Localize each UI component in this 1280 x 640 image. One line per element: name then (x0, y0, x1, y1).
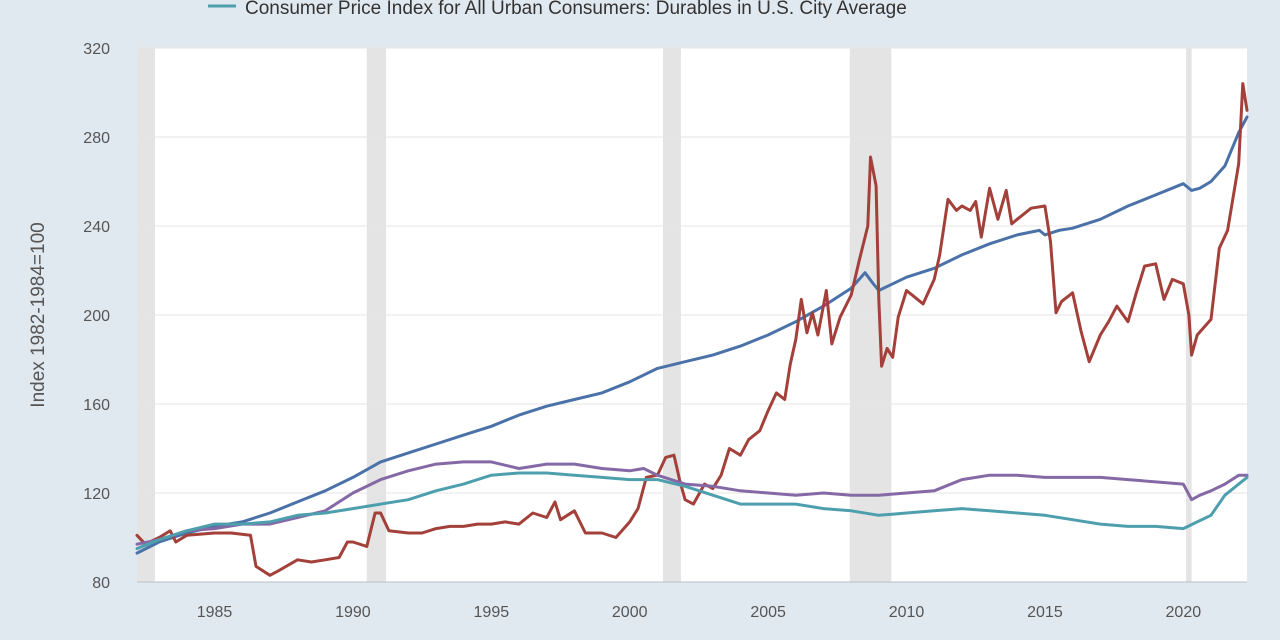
series-line-3[interactable] (135, 471, 1249, 551)
y-tick-label-80: 80 (92, 575, 110, 592)
legend[interactable]: Consumer Price Index for All Urban Consu… (208, 0, 907, 19)
gridlines (137, 47, 1247, 494)
x-tick-label-2015: 2015 (1027, 604, 1063, 621)
series-lines (135, 82, 1249, 577)
x-tick-label-2005: 2005 (750, 604, 786, 621)
x-tick-label-1985: 1985 (197, 604, 233, 621)
series-line-0[interactable] (135, 115, 1249, 555)
y-tick-labels: 80 120 160 200 240 280 320 (83, 41, 110, 592)
series-line-2[interactable] (135, 460, 1249, 546)
y-tick-label-200: 200 (83, 308, 110, 325)
y-tick-label-120: 120 (83, 486, 110, 503)
y-tick-label-280: 280 (83, 130, 110, 147)
x-tick-labels: 1985 1990 1995 2000 2005 2010 2015 2020 (197, 604, 1202, 621)
y-tick-label-160: 160 (83, 397, 110, 414)
x-tick-label-1990: 1990 (335, 604, 371, 621)
legend-label: Consumer Price Index for All Urban Consu… (245, 0, 907, 19)
x-tick-label-2010: 2010 (889, 604, 925, 621)
x-tick-label-1995: 1995 (474, 604, 510, 621)
x-tick-label-2020: 2020 (1166, 604, 1202, 621)
y-tick-label-240: 240 (83, 219, 110, 236)
series-line-1[interactable] (135, 82, 1249, 577)
x-tick-label-2000: 2000 (612, 604, 648, 621)
y-tick-label-320: 320 (83, 41, 110, 58)
y-axis-title: Index 1982-1984=100 (28, 222, 49, 407)
